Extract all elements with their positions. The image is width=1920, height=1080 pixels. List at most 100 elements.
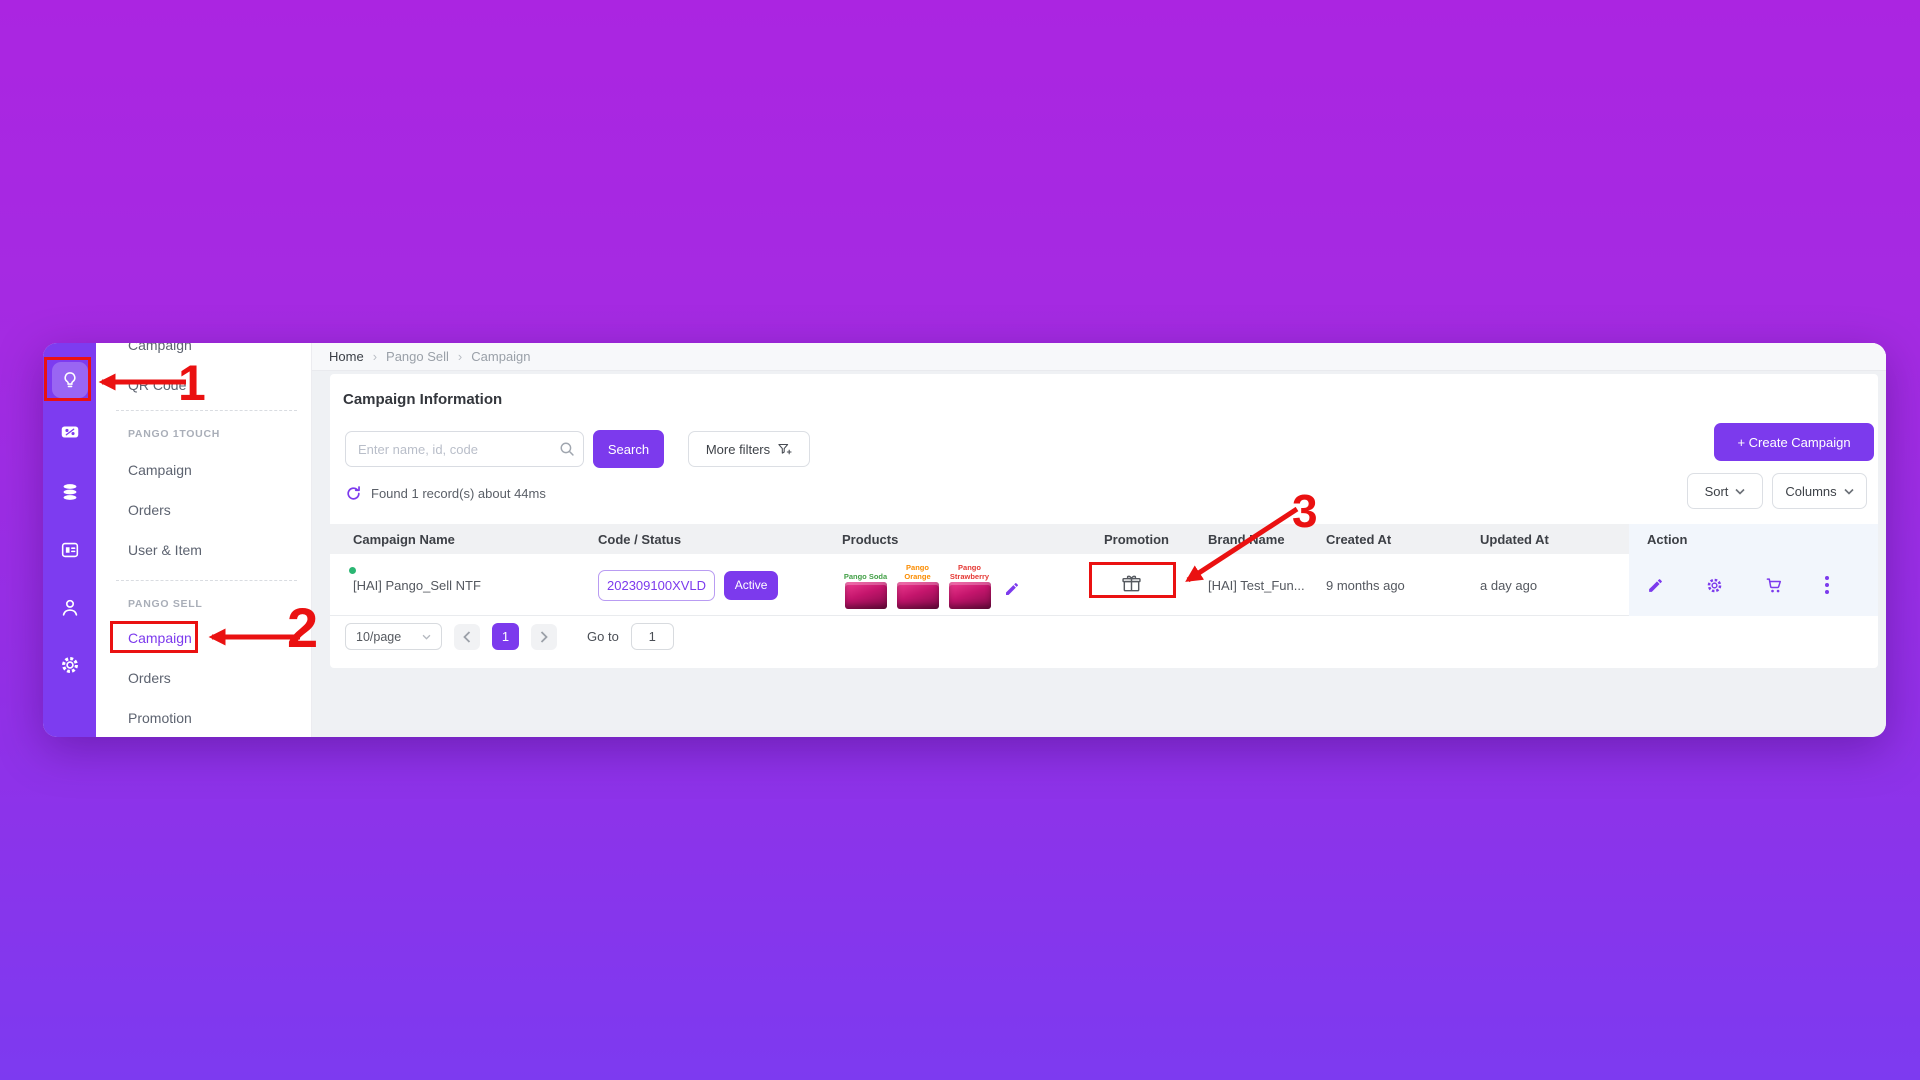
cart-icon[interactable] (1765, 576, 1784, 595)
sidebar-item-qr-code[interactable]: QR Code (128, 377, 187, 393)
brand-name-cell: [HAI] Test_Fun... (1208, 577, 1305, 593)
updated-at-cell: a day ago (1480, 577, 1538, 593)
sidebar-divider (116, 410, 297, 411)
gear-icon (61, 657, 78, 673)
icon-rail (43, 343, 96, 737)
header-code-status: Code / Status (598, 531, 682, 547)
app-window: Campaign QR Code PANGO 1TOUCH Campaign O… (43, 343, 1886, 737)
database-icon (63, 484, 76, 500)
breadcrumb-separator: › (372, 349, 378, 364)
campaign-code-chip: 202309100XVLD (598, 569, 716, 601)
product-item: Pango Strawberry (946, 562, 993, 609)
header-created-at: Created At (1326, 531, 1392, 547)
user-icon (62, 599, 77, 616)
sidebar-item-sell-promotion[interactable]: Promotion (128, 710, 192, 726)
sidebar-item-user-item[interactable]: User & Item (128, 542, 202, 558)
sort-button[interactable]: Sort (1687, 473, 1763, 509)
rail-item-board[interactable] (52, 532, 88, 568)
promotion-cell (1104, 572, 1208, 598)
product-image (948, 581, 991, 609)
settings-icon[interactable] (1705, 576, 1724, 595)
sidebar-item-1touch-campaign[interactable]: Campaign (128, 462, 192, 478)
breadcrumb: Home › Pango Sell › Campaign (312, 343, 1886, 371)
status-badge: Active (724, 570, 779, 600)
goto-label: Go to (587, 629, 619, 644)
header-action: Action (1629, 524, 1878, 554)
result-summary-row: Found 1 record(s) about 44ms (345, 485, 546, 502)
sidebar-divider (116, 580, 297, 581)
create-campaign-button[interactable]: + Create Campaign (1714, 423, 1874, 461)
breadcrumb-campaign[interactable]: Campaign (471, 349, 531, 364)
header-promotion: Promotion (1104, 531, 1169, 547)
coupon-percent-icon (61, 426, 78, 438)
page-size-select[interactable]: 10/page (345, 623, 442, 650)
edit-icon[interactable] (1647, 577, 1664, 594)
rail-item-settings[interactable] (52, 647, 88, 683)
sidebar-item-sell-orders[interactable]: Orders (128, 670, 171, 686)
created-at-cell: 9 months ago (1326, 577, 1405, 593)
header-updated-at: Updated At (1480, 531, 1549, 547)
columns-label: Columns (1785, 483, 1837, 499)
search-input[interactable] (345, 431, 584, 467)
action-cell (1629, 554, 1878, 616)
table-row: [HAI] Pango_Sell NTF 202309100XVLD Activ… (330, 554, 1878, 616)
filter-plus-icon (778, 443, 792, 454)
breadcrumb-home[interactable]: Home (329, 349, 364, 364)
sidebar-item-1touch-orders[interactable]: Orders (128, 502, 171, 518)
more-actions-icon[interactable] (1825, 576, 1829, 594)
campaign-name-cell: [HAI] Pango_Sell NTF (330, 566, 598, 593)
breadcrumb-separator: › (457, 349, 463, 364)
sidebar-menu: Campaign QR Code PANGO 1TOUCH Campaign O… (96, 343, 312, 737)
goto-page-input[interactable] (630, 623, 674, 650)
products-cell: Pango Soda Pango Orange Pango Strawberry (842, 562, 1104, 609)
table-tools: Sort Columns (1687, 473, 1867, 509)
result-summary: Found 1 record(s) about 44ms (371, 486, 546, 501)
product-item: Pango Soda (842, 562, 889, 609)
header-products: Products (842, 531, 899, 547)
rail-item-database[interactable] (52, 474, 88, 510)
prev-page-button[interactable] (454, 623, 480, 650)
pagination: 10/page 1 (345, 623, 674, 650)
status-dot (349, 566, 356, 574)
header-brand-name: Brand Name (1208, 531, 1285, 547)
sidebar-section-pango-1touch: PANGO 1TOUCH (128, 428, 221, 440)
page-1-button[interactable]: 1 (492, 623, 519, 650)
more-filters-button[interactable]: More filters (688, 431, 810, 467)
product-label: Pango Strawberry (949, 562, 990, 581)
product-item: Pango Orange (894, 562, 941, 609)
edit-products-icon[interactable] (1004, 581, 1020, 597)
sidebar-item-campaign-top[interactable]: Campaign (128, 343, 192, 353)
refresh-icon[interactable] (345, 485, 362, 502)
search-button[interactable]: Search (593, 430, 664, 468)
lightbulb-icon (63, 372, 76, 388)
chevron-down-icon (1735, 488, 1745, 495)
panel-title: Campaign Information (343, 391, 503, 408)
board-icon (61, 542, 78, 558)
rail-item-lightbulb[interactable] (51, 362, 88, 398)
chevron-down-icon (422, 634, 431, 640)
code-status-cell: 202309100XVLD Active (598, 569, 842, 601)
gift-icon[interactable] (1120, 572, 1143, 595)
product-label: Pango Soda (843, 571, 888, 581)
breadcrumb-pango-sell[interactable]: Pango Sell (386, 349, 449, 364)
more-filters-label: More filters (705, 441, 771, 457)
sidebar-item-sell-campaign[interactable]: Campaign (128, 630, 192, 646)
chevron-left-icon (463, 630, 471, 643)
chevron-right-icon (540, 630, 548, 643)
next-page-button[interactable] (531, 623, 557, 650)
page-size-value: 10/page (356, 629, 402, 644)
product-image (844, 581, 887, 609)
campaign-panel: Campaign Information Search More filters… (330, 374, 1878, 668)
product-label: Pango Orange (904, 562, 931, 581)
table-header-row: Campaign Name Code / Status Products Pro… (330, 524, 1878, 554)
columns-button[interactable]: Columns (1772, 473, 1867, 509)
main-content: Home › Pango Sell › Campaign Campaign In… (312, 343, 1886, 737)
rail-item-coupon[interactable] (52, 414, 88, 450)
product-image (896, 581, 939, 609)
sidebar-section-pango-sell: PANGO SELL (128, 598, 203, 610)
search-icon (560, 442, 574, 456)
sort-label: Sort (1704, 483, 1729, 499)
rail-item-user[interactable] (52, 590, 88, 626)
campaign-name: [HAI] Pango_Sell NTF (353, 577, 481, 593)
